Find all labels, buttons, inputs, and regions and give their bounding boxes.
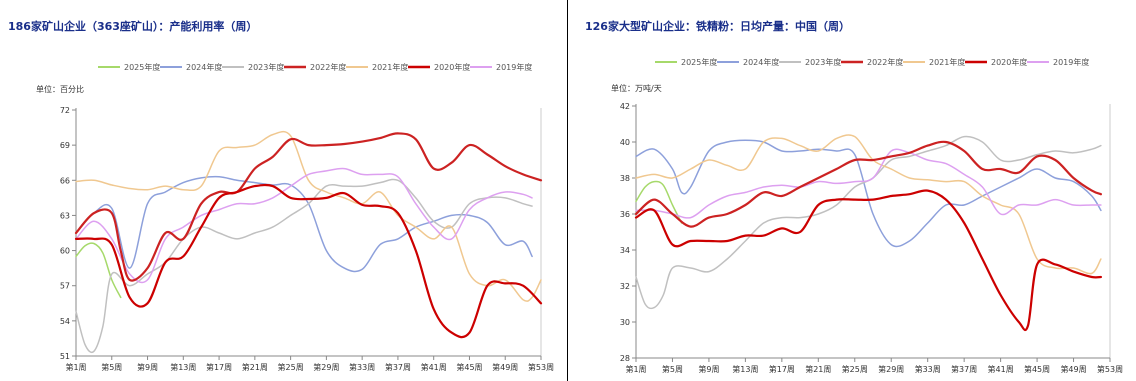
legend-label: 2019年度 [1053, 57, 1089, 67]
x-tick-label: 第13周 [732, 364, 758, 374]
y-tick-label: 72 [60, 106, 70, 115]
y-tick-label: 40 [620, 138, 630, 147]
x-tick-label: 第17周 [206, 362, 232, 372]
series-line-2025年度 [75, 242, 122, 299]
y-tick-label: 34 [620, 246, 630, 255]
x-tick-label: 第49周 [492, 362, 518, 372]
x-tick-label: 第33周 [349, 362, 375, 372]
y-tick-label: 54 [60, 317, 70, 326]
x-tick-label: 第13周 [170, 362, 196, 372]
x-tick-label: 第29周 [878, 364, 904, 374]
series-line-2023年度 [635, 135, 1102, 310]
x-tick-label: 第25周 [842, 364, 868, 374]
legend-label: 2024年度 [186, 62, 222, 72]
y-tick-label: 42 [620, 102, 630, 111]
y-tick-label: 51 [60, 352, 70, 361]
y-tick-label: 32 [620, 282, 630, 291]
y-tick-label: 63 [60, 211, 70, 220]
x-tick-label: 第41周 [988, 364, 1014, 374]
legend-label: 2020年度 [991, 57, 1027, 67]
x-tick-label: 第49周 [1060, 364, 1086, 374]
y-tick-label: 69 [60, 141, 70, 150]
series-line-2019年度 [635, 148, 1102, 219]
x-tick-label: 第21周 [805, 364, 831, 374]
y-tick-label: 60 [60, 247, 70, 256]
legend-label: 2025年度 [681, 57, 717, 67]
series-line-2021年度 [75, 130, 542, 302]
legend-label: 2022年度 [867, 57, 903, 67]
legend-label: 2020年度 [434, 62, 470, 72]
x-tick-label: 第33周 [915, 364, 941, 374]
series-line-2019年度 [75, 167, 533, 284]
x-tick-label: 第53周 [1097, 364, 1123, 374]
series-line-2022年度 [74, 132, 543, 282]
y-tick-label: 57 [60, 282, 70, 291]
x-tick-label: 第9周 [698, 364, 719, 374]
x-tick-label: 第29周 [313, 362, 339, 372]
x-tick-label: 第25周 [278, 362, 304, 372]
legend-label: 2023年度 [248, 62, 284, 72]
y-tick-label: 66 [60, 176, 70, 185]
x-tick-label: 第17周 [769, 364, 795, 374]
series-line-2022年度 [634, 140, 1102, 228]
legend-label: 2023年度 [805, 57, 841, 67]
x-tick-label: 第37周 [951, 364, 977, 374]
unit-label: 单位：万吨/天 [611, 83, 662, 93]
legend-label: 2025年度 [124, 62, 160, 72]
unit-label: 单位：百分比 [36, 84, 84, 94]
line-chart-capacity-utilization: 2025年度 2024年度 2023年度 2022年度 2021年度 2020年度 2019… [36, 62, 554, 372]
series-line-2020年度 [74, 183, 543, 339]
series-line-2020年度 [634, 189, 1102, 332]
x-tick-label: 第45周 [456, 362, 482, 372]
x-tick-label: 第45周 [1024, 364, 1050, 374]
legend-label: 2022年度 [310, 62, 346, 72]
legend-label: 2021年度 [929, 57, 965, 67]
series-line-2023年度 [75, 178, 533, 354]
x-tick-label: 第5周 [662, 364, 683, 374]
series-line-2025年度 [635, 180, 683, 224]
x-tick-label: 第53周 [528, 362, 554, 372]
x-tick-label: 第41周 [421, 362, 447, 372]
chart-title: 126家大型矿山企业：铁精粉：日均产量：中国（周） [585, 20, 850, 33]
x-tick-label: 第1周 [65, 362, 86, 372]
legend-label: 2021年度 [372, 62, 408, 72]
x-tick-label: 第21周 [242, 362, 268, 372]
chart-title: 186家矿山企业（363座矿山）：产能利用率（周） [8, 20, 258, 33]
x-tick-label: 第1周 [625, 364, 646, 374]
x-tick-label: 第9周 [137, 362, 158, 372]
x-tick-label: 第5周 [101, 362, 122, 372]
y-tick-label: 30 [620, 318, 630, 327]
line-chart-daily-output: 2025年度 2024年度 2023年度 2022年度 2021年度 2020年度 2019… [611, 57, 1123, 374]
legend-label: 2019年度 [496, 62, 532, 72]
x-tick-label: 第37周 [385, 362, 411, 372]
legend-label: 2024年度 [743, 57, 779, 67]
chart-panel-left: 186家矿山企业（363座矿山）：产能利用率（周） 2025年度 2024年度 20… [8, 0, 568, 381]
chart-panel-right: 126家大型矿山企业：铁精粉：日均产量：中国（周） 2025年度 2024年度 20… [569, 0, 1136, 381]
y-tick-label: 38 [620, 174, 630, 183]
y-tick-label: 36 [620, 210, 630, 219]
y-tick-label: 28 [620, 354, 630, 363]
